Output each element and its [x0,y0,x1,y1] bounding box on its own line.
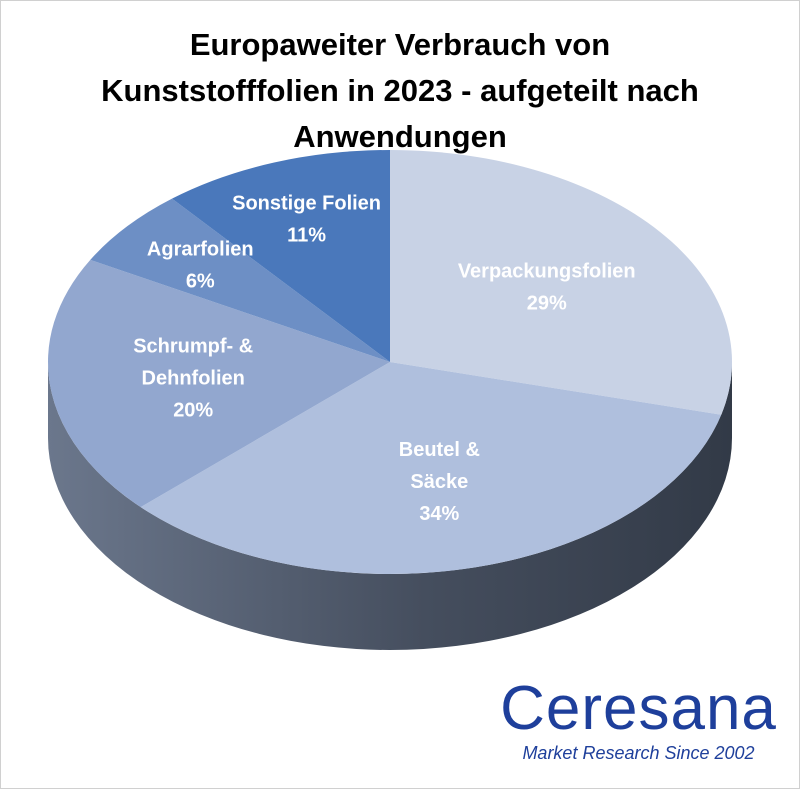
slice-name-label-3: Agrarfolien [147,239,254,261]
pie-slice-4 [172,150,390,362]
pie-side-rim [48,362,732,650]
slice-name-label-1: Säcke [410,471,468,493]
pie-slice-3 [90,198,391,362]
title-line-1: Europaweiter Verbrauch von [189,27,611,62]
slice-value-label-2: 20% [173,399,213,421]
slice-name-label-4: Sonstige Folien [232,192,381,214]
slice-name-label-2: Dehnfolien [142,367,245,389]
pie-slice-0 [390,150,732,415]
slice-name-label-2: Schrumpf- & [133,335,253,357]
pie-slice-2 [47,259,390,508]
slice-name-label-0: Verpackungsfolien [458,261,636,283]
slice-value-label-4: 11% [287,224,326,246]
slice-value-label-3: 6% [186,271,215,293]
title-line-3: Anwendungen [293,119,507,154]
slice-value-label-0: 29% [527,293,567,315]
slice-value-label-1: 34% [419,503,459,525]
ceresana-logo: Ceresana Market Research Since 2002 [496,676,781,764]
pie-slice-1 [140,362,722,574]
logo-tagline: Market Research Since 2002 [522,743,755,763]
chart-title: Europaweiter Verbrauch von Kunststofffol… [60,22,740,160]
slice-name-label-1: Beutel & [399,439,480,461]
title-line-2: Kunststofffolien in 2023 - aufgeteilt na… [101,73,699,108]
logo-name: Ceresana [500,674,777,743]
